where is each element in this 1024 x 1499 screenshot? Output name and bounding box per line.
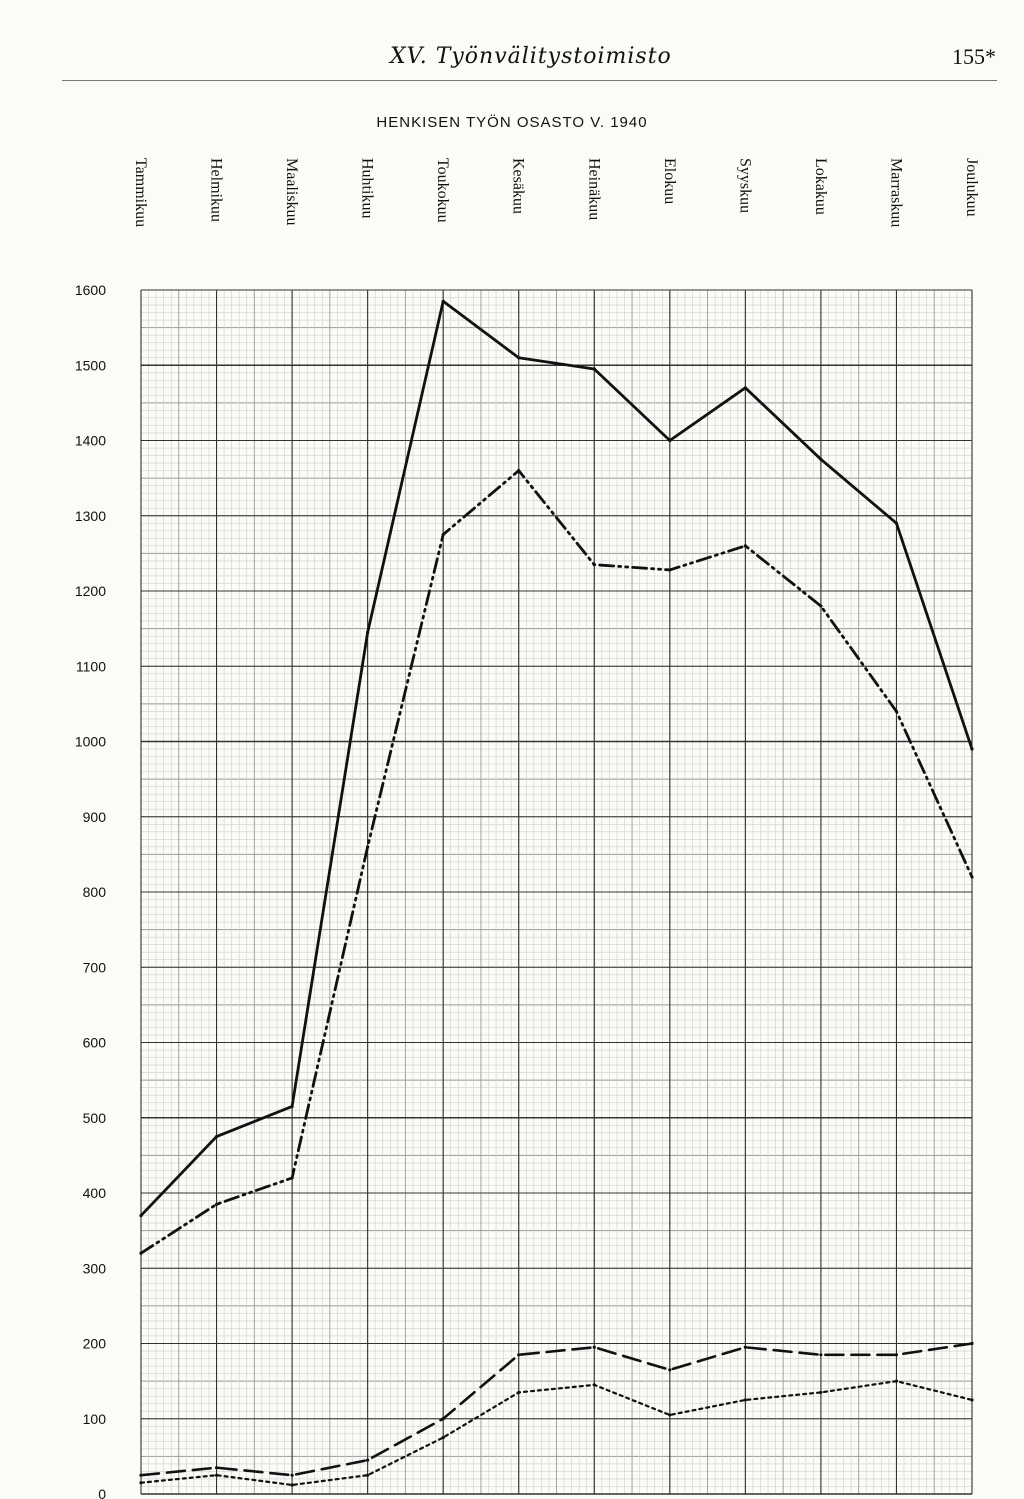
series-4-point [970, 1398, 974, 1402]
series-1-point [592, 367, 596, 371]
series-1-point [668, 438, 672, 443]
running-header-title: XV. Työnvälitystoimisto [390, 44, 672, 69]
page-number: 155* [952, 44, 996, 69]
series-3-point [517, 1353, 521, 1357]
chart-title: HENKISEN TYÖN OSASTO V. 1940 [376, 114, 648, 131]
y-tick-label: 1300 [75, 508, 106, 524]
month-label: Tammikuu [132, 158, 149, 227]
y-tick-label: 300 [83, 1260, 107, 1276]
month-label: Huhtikuu [359, 158, 376, 218]
series-4-point [139, 1481, 143, 1485]
series-1-point [441, 299, 445, 303]
y-tick-label: 1600 [75, 282, 106, 298]
series-3-point [592, 1345, 596, 1349]
series-2-point [290, 1176, 294, 1180]
y-tick-label: 100 [83, 1411, 107, 1427]
series-2-point [517, 469, 521, 473]
series-2-point [819, 604, 823, 608]
series-1-point [517, 356, 521, 360]
series-4-point [592, 1383, 596, 1387]
series-3-point [366, 1458, 370, 1462]
month-label: Helmikuu [208, 158, 225, 222]
series-4-point [517, 1390, 521, 1395]
month-label: Syyskuu [736, 158, 753, 213]
y-tick-labels: 0 100 200 300 400 500 600 700 800 900 1000 1100 1200… [75, 282, 106, 1499]
series-lines [139, 299, 974, 1487]
header-rule [62, 80, 997, 81]
series-3-point [894, 1353, 899, 1357]
series-3-point [139, 1473, 143, 1477]
series-2-point [668, 568, 672, 572]
grid-major [140, 289, 973, 1495]
series-line-4-dotted [139, 1380, 974, 1487]
month-label: Kesäkuu [510, 158, 527, 214]
month-label: Elokuu [661, 158, 678, 204]
series-2-point [441, 532, 445, 537]
series-4-point [668, 1413, 672, 1417]
y-tick-label: 700 [83, 959, 107, 975]
series-4-point [894, 1379, 899, 1383]
series-4-point [214, 1473, 219, 1477]
y-tick-label: 500 [83, 1110, 107, 1126]
series-3-point [441, 1417, 445, 1421]
series-line-1-solid [139, 299, 974, 1217]
series-line-3-dashed [139, 1342, 974, 1477]
series-3-point [214, 1466, 219, 1470]
series-3-point [819, 1353, 823, 1357]
month-labels: Tammikuu Helmikuu Maaliskuu Huhtikuu Toukoku… [132, 158, 980, 227]
series-1-point [214, 1134, 219, 1139]
y-tick-label: 900 [83, 809, 107, 825]
series-line-2-dash-dot [139, 469, 974, 1255]
series-2-point [894, 709, 899, 714]
y-tick-label: 0 [98, 1486, 106, 1499]
series-1-point [743, 386, 747, 390]
series-1-point [894, 521, 899, 525]
series-1-point [366, 630, 370, 634]
series-3-point [970, 1341, 974, 1346]
series-3-point [668, 1368, 672, 1372]
y-tick-label: 600 [83, 1035, 107, 1051]
month-label: Maaliskuu [283, 158, 300, 226]
y-tick-label: 200 [83, 1336, 107, 1352]
y-tick-label: 1200 [75, 583, 106, 599]
y-tick-label: 400 [83, 1185, 107, 1201]
y-tick-label: 1100 [76, 658, 106, 674]
series-2-point [592, 563, 596, 567]
series-3-point [743, 1345, 747, 1349]
month-label: Joulukuu [963, 158, 980, 217]
series-1-point [139, 1213, 143, 1218]
y-tick-label: 1400 [75, 433, 106, 449]
series-4-point [743, 1398, 747, 1402]
series-2-point [366, 845, 370, 849]
series-4-point [819, 1390, 823, 1395]
y-tick-label: 800 [83, 884, 107, 900]
y-tick-label: 1000 [75, 734, 106, 750]
series-1-point [819, 457, 823, 461]
month-label: Marraskuu [887, 158, 904, 227]
series-4-point [366, 1473, 370, 1477]
series-3-point [290, 1473, 294, 1477]
series-2-point [214, 1202, 219, 1206]
series-4-point [441, 1435, 445, 1440]
series-2-point [743, 544, 747, 548]
month-label: Lokakuu [812, 158, 829, 215]
month-label: Toukokuu [434, 158, 451, 223]
series-2-point [970, 875, 974, 879]
series-1-point [970, 747, 974, 751]
page-header: XV. Työnvälitystoimisto 155* [0, 0, 1024, 90]
series-2-point [139, 1251, 143, 1255]
month-label: Heinäkuu [585, 158, 602, 220]
series-1-point [290, 1104, 294, 1109]
y-tick-label: 1500 [75, 357, 106, 373]
series-4-point [290, 1483, 294, 1487]
